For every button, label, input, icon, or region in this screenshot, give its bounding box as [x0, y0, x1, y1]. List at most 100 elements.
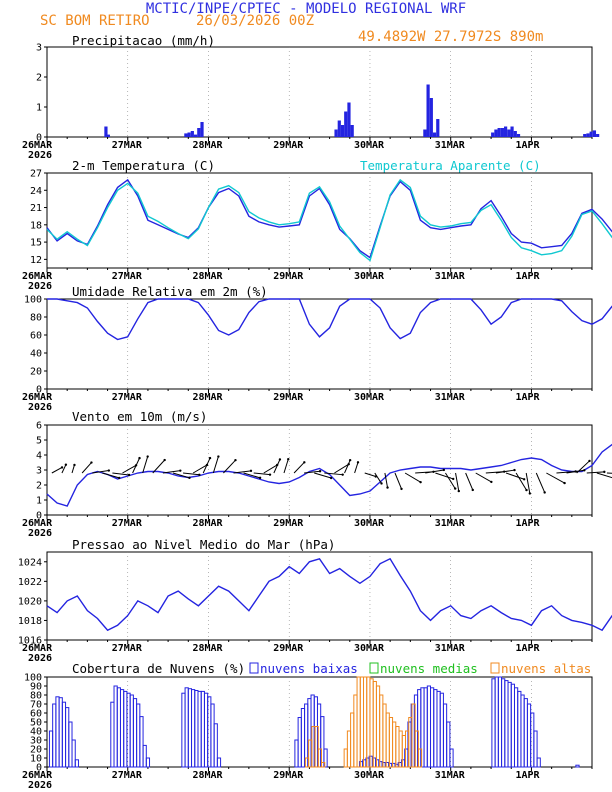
- wind-vector: [283, 459, 289, 474]
- wind-vector-head: [118, 476, 121, 480]
- wind-vector: [132, 457, 140, 474]
- wind-vector-head: [452, 477, 455, 481]
- header-run: 26/03/2026 00Z: [196, 13, 314, 29]
- x-date-label: 1APR: [515, 518, 540, 529]
- panel-frame: [46, 676, 593, 768]
- precip-bar: [200, 122, 204, 137]
- cloud-bar-nuvens-altas: [304, 757, 310, 768]
- precip-bar: [190, 131, 194, 137]
- wind-vector: [334, 463, 349, 474]
- cloud-bar-nuvens-baixas: [187, 688, 193, 768]
- panel-title-pressure: Pressao ao Nivel Medio do Mar (hPa): [72, 537, 335, 552]
- wind-vector-head: [73, 463, 76, 467]
- x-date-label: 29MAR: [273, 140, 304, 151]
- wind-vector-head: [107, 469, 111, 472]
- y-tick-label: 20: [30, 367, 42, 378]
- wind-vector: [445, 472, 456, 489]
- cloud-bar-nuvens-baixas: [517, 690, 522, 768]
- panel-humidity: 0 20 40 60 80 100 26MAR 27MAR 28MAR 29MAR 30MAR 31M…: [22, 295, 612, 413]
- precip-bar: [429, 98, 433, 137]
- cloud-bar-nuvens-baixas: [323, 748, 328, 768]
- x-date-label: 1APR: [515, 140, 540, 151]
- cloud-bar-nuvens-baixas: [184, 687, 189, 768]
- wind-vector: [142, 456, 149, 474]
- x-date-label: 31MAR: [435, 770, 466, 781]
- precip-bar: [436, 119, 440, 137]
- cloud-bar-nuvens-baixas: [536, 757, 541, 768]
- precip-bar: [586, 133, 590, 137]
- precip-bar: [494, 129, 498, 137]
- cloud-bar-nuvens-altas: [343, 748, 348, 768]
- wind-vector-head: [163, 458, 166, 462]
- cloud-bar-nuvens-baixas: [139, 716, 144, 768]
- x-date-label: 29MAR: [273, 770, 304, 781]
- x-date-label: 27MAR: [112, 518, 143, 529]
- wind-vector: [384, 472, 389, 488]
- precip-bar: [491, 132, 495, 137]
- x-date-label: 30MAR: [354, 271, 385, 282]
- x-date-label: 1APR: [515, 271, 540, 282]
- x-date-label: 28MAR: [192, 271, 223, 282]
- cloud-bar-nuvens-baixas: [510, 683, 515, 768]
- wind-vector-head: [380, 482, 383, 485]
- cloud-bar-nuvens-baixas: [194, 690, 199, 768]
- x-date-label: 1APR: [515, 770, 540, 781]
- cloud-bar-nuvens-baixas: [116, 687, 121, 768]
- cloud-bar-nuvens-altas: [379, 694, 384, 768]
- precip-bar: [184, 133, 188, 137]
- wind-vector: [465, 472, 474, 491]
- cloud-bar-nuvens-baixas: [423, 687, 428, 768]
- x-date-label: 31MAR: [435, 643, 466, 654]
- wind-vector-head: [419, 480, 422, 484]
- cloud-bar-nuvens-baixas: [514, 687, 519, 768]
- wind-vector: [61, 464, 67, 474]
- wind-vector-head: [528, 492, 532, 495]
- cloud-bar-nuvens-baixas: [501, 678, 506, 768]
- cloud-bar-nuvens-baixas: [533, 730, 538, 768]
- cloud-bar-nuvens-altas: [375, 685, 381, 768]
- wind-vector: [304, 470, 321, 474]
- cloud-bar-nuvens-baixas: [504, 680, 509, 768]
- wind-vector: [273, 459, 281, 474]
- wind-vector: [596, 472, 612, 479]
- precip-bar: [507, 129, 511, 137]
- legend-swatch-low: [249, 662, 259, 674]
- wind-vector-head: [400, 487, 403, 491]
- series-line-umidade-relativa: [47, 298, 612, 341]
- wind-vector: [576, 460, 590, 474]
- wind-vector: [425, 469, 444, 474]
- wind-vector-head: [138, 456, 141, 460]
- cloud-bar-nuvens-baixas: [449, 748, 454, 768]
- cloud-bar-nuvens-baixas: [210, 703, 215, 768]
- cloud-bar-nuvens-baixas: [145, 757, 151, 768]
- cloud-bar-nuvens-baixas: [294, 739, 299, 768]
- cloud-bar-nuvens-baixas: [52, 703, 57, 768]
- x-date-label: 1APR: [515, 392, 540, 403]
- wind-vector-head: [453, 487, 457, 490]
- cloud-bar-nuvens-baixas: [55, 696, 60, 768]
- wind-vector-head: [348, 458, 352, 462]
- cloud-bar-nuvens-baixas: [207, 696, 212, 768]
- wind-vector: [535, 472, 546, 493]
- cloud-bar-nuvens-altas: [350, 712, 355, 768]
- cloud-bar-nuvens-baixas: [132, 698, 138, 768]
- wind-vector-head: [329, 476, 333, 480]
- series-line-pressao: [46, 557, 612, 632]
- wind-vector: [122, 464, 137, 474]
- cloud-bar-nuvens-baixas: [523, 698, 528, 768]
- panel-title-precip: Precipitacao (mm/h): [72, 33, 215, 48]
- panel-title-humidity: Umidade Relativa em 2m (%): [72, 284, 268, 299]
- precip-bar: [344, 111, 348, 137]
- cloud-bar-nuvens-baixas: [136, 703, 141, 768]
- y-tick-label: 1016: [18, 636, 42, 647]
- precip-bar: [334, 129, 338, 137]
- precip-bar: [340, 125, 345, 137]
- cloud-bar-nuvens-altas: [356, 676, 361, 768]
- wind-vector-head: [146, 455, 149, 458]
- x-date-label: 26MAR: [22, 518, 53, 529]
- cloud-bar-nuvens-baixas: [113, 685, 118, 768]
- wind-vector-head: [471, 488, 474, 492]
- y-tick-label: 18: [30, 220, 42, 231]
- y-tick-label: 0: [36, 133, 42, 144]
